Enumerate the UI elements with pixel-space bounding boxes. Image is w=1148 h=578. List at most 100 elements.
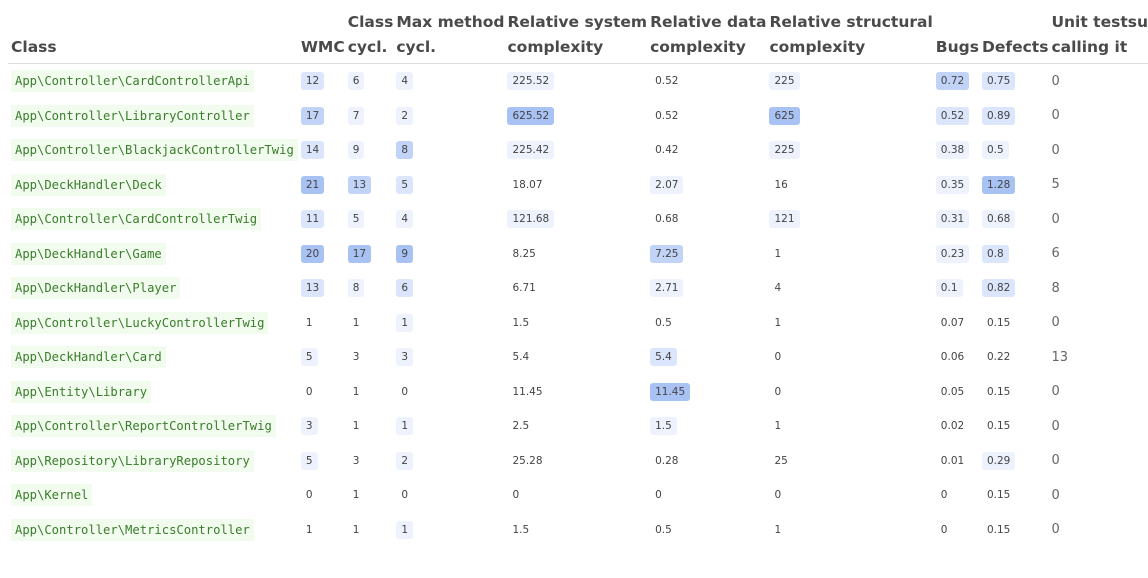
rel-structural-cell: 1	[766, 237, 932, 272]
max-method-cycl-value: 9	[396, 244, 414, 263]
wmc-cell: 12	[298, 64, 345, 99]
wmc-value: 20	[300, 244, 325, 263]
class-cell: App\DeckHandler\Player	[8, 271, 298, 306]
bugs-value: 0.07	[940, 316, 965, 329]
header-wmc[interactable]: WMC	[297, 10, 345, 64]
max-method-cycl-value: 0	[401, 385, 409, 398]
class-cell: App\Repository\LibraryRepository	[8, 444, 298, 479]
max-method-cycl-value: 8	[396, 141, 414, 160]
unit-tests-value: 8	[1051, 280, 1060, 296]
table-row: App\Controller\LibraryController 17 7 2 625.…	[8, 99, 1148, 134]
rel-structural-cell: 625	[766, 99, 932, 134]
class-cell: App\Controller\CardControllerTwig	[8, 202, 298, 237]
rel-structural-cell: 0	[766, 340, 932, 375]
max-method-cycl-value: 1	[396, 417, 414, 436]
class-cycl-cell: 3	[345, 444, 394, 479]
table-row: App\Controller\MetricsController 1 1 1 1.5 0.…	[8, 513, 1148, 548]
class-name[interactable]: App\Repository\LibraryRepository	[11, 449, 254, 472]
class-cycl-value: 1	[352, 523, 360, 536]
defects-value: 0.22	[986, 351, 1011, 364]
rel-data-value: 0.28	[655, 454, 679, 467]
rel-system-cell: 225.52	[504, 64, 647, 99]
class-cycl-cell: 1	[345, 513, 394, 548]
unit-tests-cell: 0	[1048, 202, 1148, 237]
header-relative-data-complexity[interactable]: Relative data complexity	[647, 10, 767, 64]
defects-value: 0.82	[981, 279, 1016, 298]
header-defects[interactable]: Defects	[978, 10, 1049, 64]
defects-value: 0.5	[981, 141, 1009, 160]
rel-structural-cell: 1	[766, 306, 932, 341]
rel-structural-cell: 121	[766, 202, 932, 237]
table-row: App\Controller\CardControllerApi 12 6 4 225.…	[8, 64, 1148, 99]
rel-structural-value: 121	[769, 210, 800, 229]
wmc-cell: 17	[298, 99, 345, 134]
class-name[interactable]: App\DeckHandler\Player	[11, 277, 181, 300]
class-name[interactable]: App\Controller\MetricsController	[11, 518, 254, 541]
class-cell: App\Controller\ReportControllerTwig	[8, 409, 298, 444]
class-name[interactable]: App\Controller\CardControllerTwig	[11, 208, 262, 231]
class-cell: App\Controller\MetricsController	[8, 513, 298, 548]
class-name[interactable]: App\Entity\Library	[11, 380, 152, 403]
class-name[interactable]: App\Controller\LibraryController	[11, 104, 254, 127]
wmc-value: 21	[300, 175, 325, 194]
defects-cell: 0.5	[979, 133, 1048, 168]
rel-data-cell: 0.42	[647, 133, 766, 168]
class-cycl-cell: 1	[345, 409, 394, 444]
unit-tests-cell: 0	[1048, 64, 1148, 99]
max-method-cycl-cell: 6	[393, 271, 504, 306]
header-unit-testsuites[interactable]: Unit testsuitescalling it	[1048, 10, 1148, 64]
defects-value: 1.28	[981, 175, 1016, 194]
header-class[interactable]: Class	[8, 10, 298, 64]
rel-system-cell: 121.68	[504, 202, 647, 237]
class-name[interactable]: App\Controller\CardControllerApi	[11, 70, 254, 93]
max-method-cycl-cell: 1	[393, 409, 504, 444]
header-relative-system-complexity[interactable]: Relative system complexity	[504, 10, 648, 64]
defects-cell: 1.28	[979, 168, 1048, 203]
unit-tests-value: 0	[1051, 384, 1060, 400]
bugs-value: 0.38	[935, 141, 970, 160]
bugs-cell: 0.06	[933, 340, 979, 375]
rel-structural-cell: 0	[766, 478, 932, 513]
rel-structural-value: 0	[774, 385, 782, 398]
class-name[interactable]: App\DeckHandler\Card	[11, 346, 166, 369]
class-name[interactable]: App\Kernel	[11, 484, 93, 507]
class-cell: App\Controller\CardControllerApi	[8, 64, 298, 99]
rel-data-cell: 0.52	[647, 99, 766, 134]
unit-tests-value: 0	[1051, 453, 1060, 469]
class-name[interactable]: App\DeckHandler\Deck	[11, 173, 166, 196]
max-method-cycl-value: 1	[396, 520, 414, 539]
defects-cell: 0.15	[979, 478, 1048, 513]
unit-tests-value: 0	[1051, 522, 1060, 538]
header-bugs[interactable]: Bugs	[932, 10, 979, 64]
unit-tests-value: 0	[1051, 315, 1060, 331]
rel-structural-value: 1	[774, 247, 782, 260]
defects-cell: 0.68	[979, 202, 1048, 237]
header-class-cycl[interactable]: Class cycl.	[344, 10, 394, 64]
rel-data-cell: 0.5	[647, 513, 766, 548]
wmc-value: 5	[300, 451, 318, 470]
class-name[interactable]: App\DeckHandler\Game	[11, 242, 166, 265]
rel-data-value: 1.5	[650, 417, 677, 436]
bugs-cell: 0.35	[933, 168, 979, 203]
rel-system-value: 0	[512, 489, 520, 502]
defects-value: 0.15	[986, 523, 1011, 536]
rel-structural-value: 0	[774, 489, 782, 502]
rel-data-cell: 2.71	[647, 271, 766, 306]
class-name[interactable]: App\Controller\BlackjackControllerTwig	[11, 139, 298, 162]
header-relative-structural-complexity[interactable]: Relative structural complexity	[766, 10, 933, 64]
rel-structural-cell: 0	[766, 375, 932, 410]
class-name[interactable]: App\Controller\LuckyControllerTwig	[11, 311, 269, 334]
max-method-cycl-value: 4	[396, 210, 414, 229]
max-method-cycl-value: 4	[396, 72, 414, 91]
class-name[interactable]: App\Controller\ReportControllerTwig	[11, 415, 276, 438]
class-cycl-value: 3	[352, 454, 360, 467]
header-max-method-cycl[interactable]: Max method cycl.	[393, 10, 505, 64]
rel-system-value: 625.52	[507, 106, 555, 125]
class-cycl-value: 8	[347, 279, 365, 298]
defects-cell: 0.15	[979, 513, 1048, 548]
bugs-value: 0.1	[935, 279, 963, 298]
class-cycl-cell: 1	[345, 306, 394, 341]
rel-structural-cell: 225	[766, 64, 932, 99]
unit-tests-cell: 5	[1048, 168, 1148, 203]
table-row: App\Controller\ReportControllerTwig 3 1 1 2.…	[8, 409, 1148, 444]
